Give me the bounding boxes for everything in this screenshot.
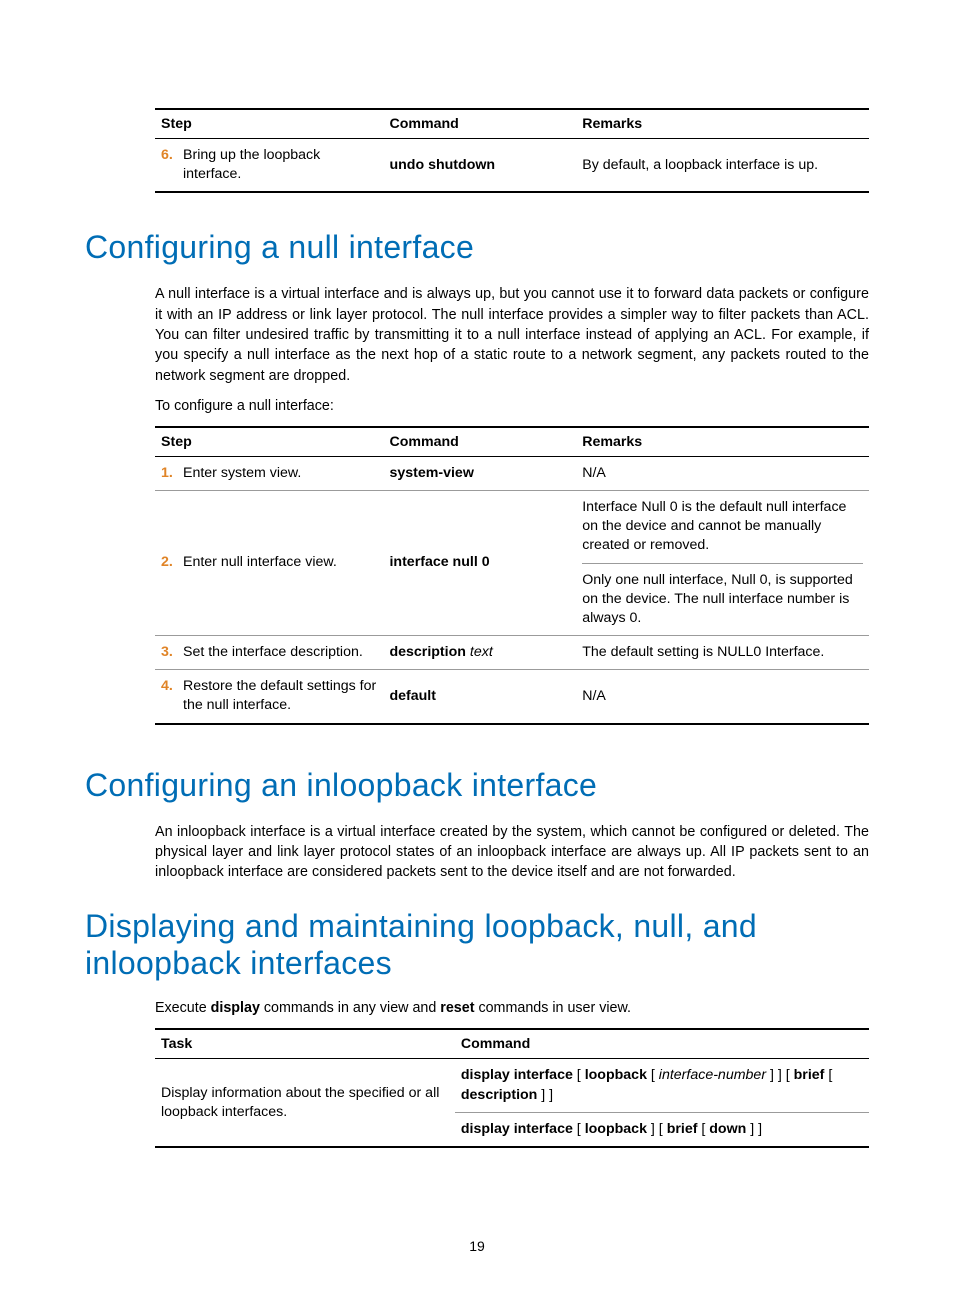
table1: Step Command Remarks 6. Bring up the loo… <box>155 108 869 193</box>
remarks-cell: Interface Null 0 is the default null int… <box>576 491 869 636</box>
step-number: 6. <box>161 146 183 165</box>
cmd-part: ] ] [ <box>766 1067 794 1083</box>
step-number: 1. <box>161 464 183 483</box>
table1-container: Step Command Remarks 6. Bring up the loo… <box>155 108 869 193</box>
lead-null: To configure a null interface: <box>155 398 869 414</box>
table1-header-command: Command <box>383 109 576 139</box>
table-row: 1.Enter system view. system-view N/A <box>155 456 869 490</box>
step-text: Enter system view. <box>183 464 377 483</box>
lead-bold-display: display <box>211 1000 260 1016</box>
command-text: undo shutdown <box>389 157 495 173</box>
lead-display: Execute display commands in any view and… <box>155 1000 869 1016</box>
cmd-part: ] ] <box>537 1087 553 1103</box>
cmd-part: [ <box>647 1067 659 1083</box>
table2-header-remarks: Remarks <box>576 427 869 457</box>
cmd-part: brief <box>794 1067 825 1083</box>
table-row: 6. Bring up the loopback interface. undo… <box>155 139 869 193</box>
command-text: default <box>389 688 436 704</box>
table-row: 3.Set the interface description. descrip… <box>155 636 869 670</box>
para-inloop: An inloopback interface is a virtual int… <box>155 822 869 883</box>
lead-text: Execute <box>155 1000 211 1016</box>
remarks-text: The default setting is NULL0 Interface. <box>576 636 869 670</box>
remarks-text: N/A <box>576 456 869 490</box>
command-text-bold: description <box>389 644 465 660</box>
cmd-part: loopback <box>585 1121 647 1137</box>
task-text: Display information about the specified … <box>155 1059 455 1147</box>
remarks-text: By default, a loopback interface is up. <box>576 139 869 193</box>
step-number: 3. <box>161 643 183 662</box>
command-cell-2: display interface [ loopback ] [ brief [… <box>455 1112 869 1147</box>
para-null: A null interface is a virtual interface … <box>155 284 869 385</box>
remarks-text: N/A <box>576 670 869 724</box>
cmd-part: ] [ <box>647 1121 667 1137</box>
table3: Task Command Display information about t… <box>155 1028 869 1148</box>
command-text-ital: text <box>470 644 493 660</box>
command-cell-1: display interface [ loopback [ interface… <box>455 1059 869 1112</box>
step-text: Enter null interface view. <box>183 553 377 572</box>
table3-header-command: Command <box>455 1029 869 1059</box>
cmd-part: brief <box>667 1121 698 1137</box>
step-text: Bring up the loopback interface. <box>183 146 377 184</box>
command-text: system-view <box>389 465 473 481</box>
lead-text: commands in any view and <box>260 1000 440 1016</box>
cmd-part: display interface <box>461 1067 573 1083</box>
cmd-part: description <box>461 1087 537 1103</box>
remarks-text-1: Interface Null 0 is the default null int… <box>582 498 863 556</box>
table3-header-task: Task <box>155 1029 455 1059</box>
cmd-part: [ <box>573 1067 585 1083</box>
table-row: 4.Restore the default settings for the n… <box>155 670 869 724</box>
cmd-part: display interface <box>461 1121 573 1137</box>
heading-display-maintain: Displaying and maintaining loopback, nul… <box>85 908 869 982</box>
cmd-part: [ <box>824 1067 832 1083</box>
table2: Step Command Remarks 1.Enter system view… <box>155 426 869 725</box>
remarks-text-2: Only one null interface, Null 0, is supp… <box>582 563 863 629</box>
step-text: Restore the default settings for the nul… <box>183 677 377 715</box>
step-number: 4. <box>161 677 183 696</box>
cmd-part: down <box>709 1121 746 1137</box>
table-row: 2.Enter null interface view. interface n… <box>155 491 869 636</box>
cmd-part: loopback <box>585 1067 647 1083</box>
heading-null-interface: Configuring a null interface <box>85 229 869 266</box>
page-number: 19 <box>0 1238 954 1254</box>
step-number: 2. <box>161 553 183 572</box>
cmd-part: interface-number <box>659 1067 766 1083</box>
table2-header-step: Step <box>155 427 383 457</box>
table1-header-remarks: Remarks <box>576 109 869 139</box>
table-row: Display information about the specified … <box>155 1059 869 1112</box>
heading-inloopback: Configuring an inloopback interface <box>85 767 869 804</box>
cmd-part: [ <box>573 1121 585 1137</box>
command-text: interface null 0 <box>389 554 489 570</box>
lead-text: commands in user view. <box>474 1000 631 1016</box>
lead-bold-reset: reset <box>440 1000 474 1016</box>
table2-header-command: Command <box>383 427 576 457</box>
cmd-part: [ <box>697 1121 709 1137</box>
step-text: Set the interface description. <box>183 643 377 662</box>
table1-header-step: Step <box>155 109 383 139</box>
cmd-part: ] ] <box>746 1121 762 1137</box>
